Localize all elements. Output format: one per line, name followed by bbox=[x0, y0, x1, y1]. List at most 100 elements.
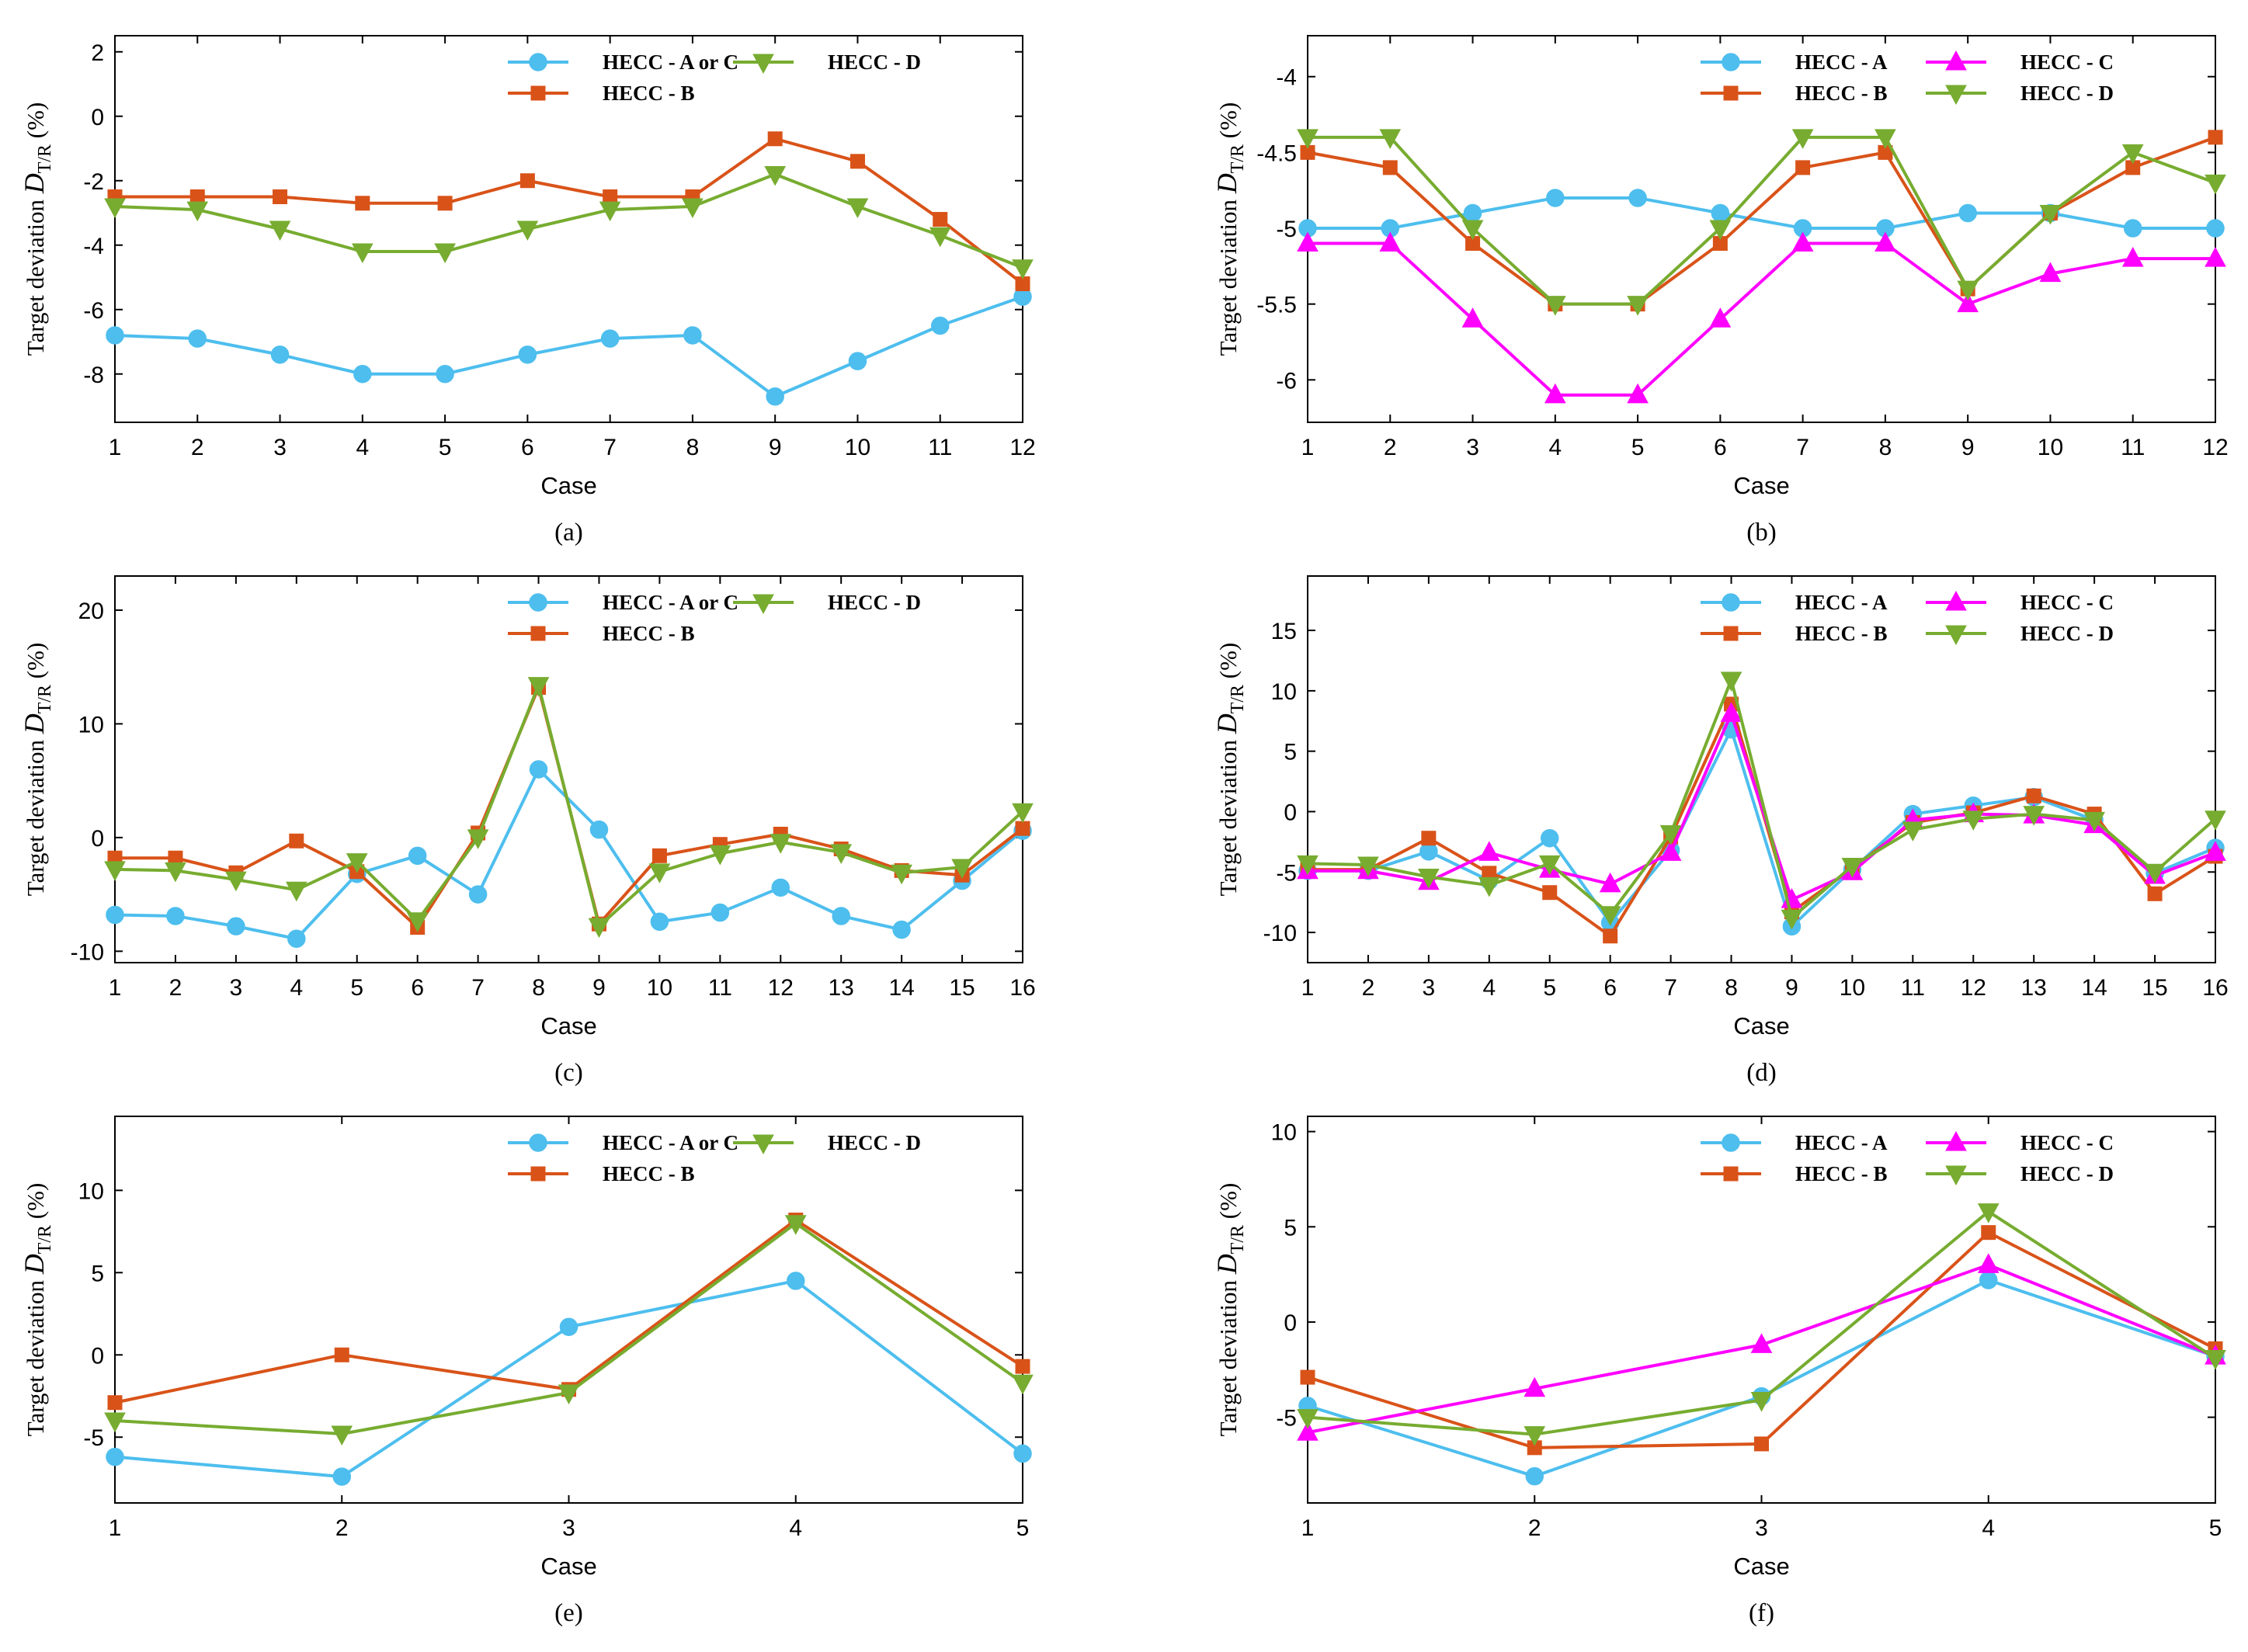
data-point bbox=[1958, 203, 1977, 223]
data-point bbox=[334, 1347, 349, 1362]
x-tick-label: 10 bbox=[647, 975, 672, 1001]
x-tick-label: 4 bbox=[1982, 1515, 1995, 1541]
x-axis-label: Case bbox=[1733, 1553, 1789, 1580]
x-tick-label: 12 bbox=[2202, 435, 2228, 460]
data-point bbox=[648, 863, 671, 883]
data-point bbox=[1795, 160, 1811, 175]
x-tick-label: 3 bbox=[1423, 975, 1436, 1001]
series-line bbox=[114, 295, 1023, 398]
y-tick-label: -5 bbox=[1276, 860, 1297, 886]
legend-entry: HECC - D bbox=[733, 1131, 921, 1155]
x-axis-label: Case bbox=[540, 472, 596, 499]
panel-label: (a) bbox=[554, 519, 583, 547]
data-point bbox=[2083, 811, 2105, 832]
series-line bbox=[114, 768, 1024, 941]
legend: HECC - A HECC - B HECC - C HECC - D bbox=[1701, 50, 2114, 106]
data-point bbox=[929, 227, 951, 248]
series-line bbox=[114, 1218, 1024, 1404]
data-point bbox=[2026, 788, 2041, 803]
y-axis-label: Target deviation DT/R (%) bbox=[1211, 102, 1248, 356]
series-b bbox=[1300, 130, 2223, 312]
data-point bbox=[1874, 231, 1896, 252]
legend-entry: HECC - D bbox=[1926, 622, 2114, 646]
data-point bbox=[1599, 906, 1621, 926]
y-tick-label: -4 bbox=[83, 234, 104, 259]
x-tick-label: 2 bbox=[191, 435, 204, 460]
data-point bbox=[1781, 909, 1803, 930]
data-point bbox=[1297, 129, 1319, 149]
data-point bbox=[787, 1272, 805, 1290]
y-tick-label: -5 bbox=[1276, 217, 1297, 242]
legend-marker bbox=[529, 1133, 547, 1152]
x-tick-label: 8 bbox=[1879, 435, 1892, 460]
data-point bbox=[933, 212, 948, 227]
y-tick-label: -10 bbox=[71, 939, 104, 965]
y-tick-label: 0 bbox=[1284, 800, 1297, 825]
legend-entry: HECC - A bbox=[1701, 591, 1888, 614]
x-tick-label: 16 bbox=[2202, 975, 2228, 1001]
x-tick-label: 7 bbox=[1796, 435, 1809, 460]
data-point bbox=[467, 829, 489, 849]
axes-frame bbox=[114, 575, 1023, 963]
x-tick-label: 13 bbox=[2021, 975, 2047, 1001]
legend-marker bbox=[752, 594, 774, 615]
data-point bbox=[1461, 307, 1484, 328]
data-point bbox=[767, 131, 783, 147]
data-point bbox=[273, 189, 288, 204]
x-tick-label: 2 bbox=[1528, 1515, 1541, 1541]
data-point bbox=[289, 833, 304, 849]
data-point bbox=[1977, 1203, 2000, 1223]
data-point bbox=[558, 1384, 580, 1405]
x-tick-label: 1 bbox=[109, 1515, 122, 1541]
data-point bbox=[1874, 129, 1896, 149]
legend-marker bbox=[1945, 85, 1967, 106]
x-tick-label: 4 bbox=[789, 1515, 802, 1541]
y-tick-label: -4 bbox=[1276, 65, 1297, 91]
legend-entry: HECC - A bbox=[1701, 1131, 1888, 1154]
y-tick-label: 0 bbox=[91, 826, 104, 852]
x-tick-label: 3 bbox=[1755, 1515, 1768, 1541]
x-tick-label: 13 bbox=[829, 975, 854, 1001]
x-tick-label: 9 bbox=[1785, 975, 1798, 1001]
data-point bbox=[2039, 262, 2062, 283]
legend-entry: HECC - C bbox=[1926, 590, 2114, 614]
x-tick-label: 8 bbox=[1725, 975, 1738, 1001]
legend-entry: HECC - D bbox=[1926, 82, 2114, 106]
x-tick-label: 2 bbox=[169, 975, 182, 1001]
legend-marker bbox=[1722, 1133, 1740, 1152]
data-point bbox=[270, 345, 290, 364]
data-point bbox=[1627, 296, 1649, 316]
series-b bbox=[107, 1213, 1030, 1411]
data-point bbox=[188, 329, 207, 348]
x-tick-label: 6 bbox=[1603, 975, 1617, 1001]
data-point bbox=[1791, 129, 1814, 149]
data-point bbox=[2206, 219, 2225, 238]
series-d bbox=[1297, 129, 2226, 316]
data-point bbox=[1709, 220, 1732, 241]
y-tick-label: 0 bbox=[1284, 1310, 1297, 1336]
legend-entry: HECC - B bbox=[508, 82, 695, 105]
legend-label: HECC - A or C bbox=[603, 591, 738, 614]
panel-label: (c) bbox=[554, 1059, 583, 1087]
legend-label: HECC - C bbox=[2020, 50, 2114, 74]
data-point bbox=[285, 881, 307, 902]
x-tick-label: 1 bbox=[1301, 1515, 1315, 1541]
legend-marker bbox=[529, 593, 547, 612]
legend-label: HECC - A or C bbox=[603, 1131, 738, 1154]
y-tick-label: -4.5 bbox=[1256, 141, 1297, 166]
data-point bbox=[1357, 856, 1379, 876]
x-tick-label: 8 bbox=[532, 975, 545, 1001]
legend-label: HECC - B bbox=[603, 622, 695, 645]
series-a bbox=[106, 760, 1032, 948]
panel-label: (b) bbox=[1746, 519, 1776, 547]
x-tick-label: 3 bbox=[230, 975, 243, 1001]
legend-marker bbox=[1945, 1165, 1967, 1186]
x-tick-label: 2 bbox=[335, 1515, 349, 1541]
legend-label: HECC - B bbox=[603, 1162, 695, 1185]
data-point bbox=[1603, 928, 1618, 944]
data-point bbox=[104, 861, 126, 881]
legend-label: HECC - C bbox=[2020, 591, 2114, 614]
y-tick-label: -5.5 bbox=[1256, 293, 1297, 318]
legend-marker bbox=[1945, 590, 1967, 611]
